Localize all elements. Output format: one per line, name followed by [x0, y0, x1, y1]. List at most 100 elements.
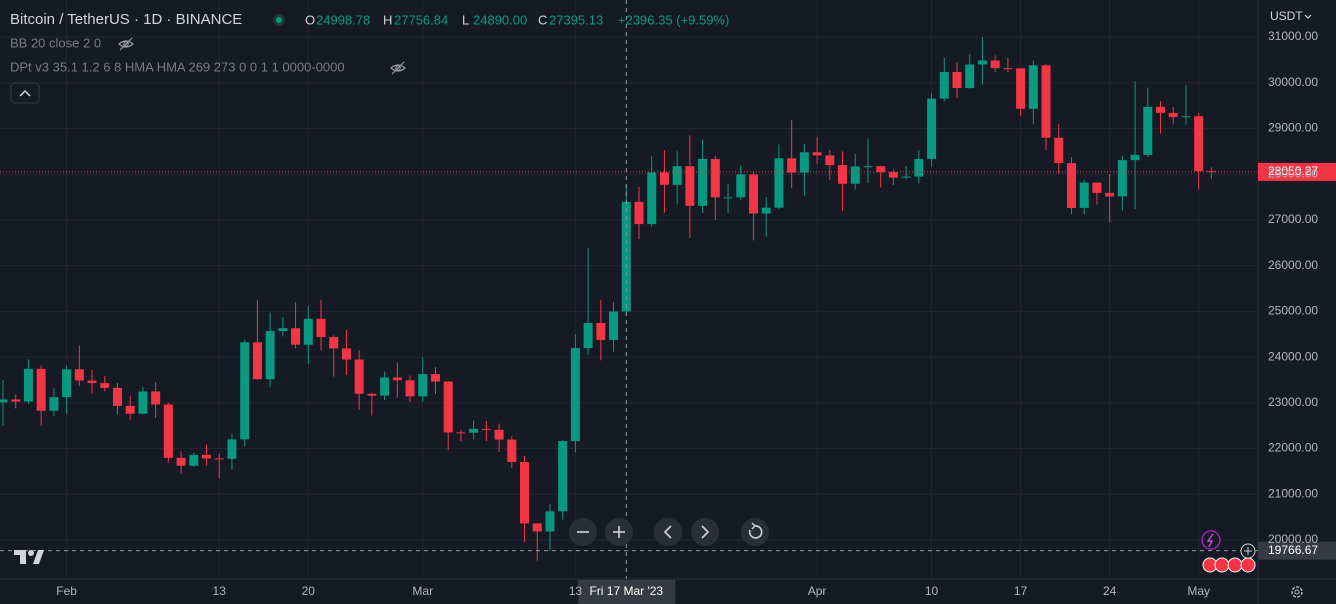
candle-body: [799, 152, 809, 173]
candle-body: [609, 311, 619, 340]
crosshair-price-tag: [1258, 541, 1336, 560]
x-tick-label: 13: [213, 584, 227, 598]
candle-body: [1105, 192, 1115, 197]
candle-body: [163, 404, 173, 458]
candle-body: [1016, 68, 1026, 109]
candle-body: [1181, 116, 1191, 118]
candle-body: [927, 98, 937, 159]
candle-body: [558, 441, 568, 512]
candle-body: [252, 342, 262, 380]
candle-body: [952, 71, 962, 89]
indicator-label: BB 20 close 2 0: [10, 35, 101, 50]
reset-button[interactable]: [741, 518, 769, 546]
candle-body: [710, 158, 720, 198]
x-tick-label: Feb: [56, 584, 77, 598]
candle-body: [456, 432, 466, 434]
hide-icon[interactable]: [118, 37, 134, 51]
collapse-button[interactable]: [10, 82, 40, 104]
y-tick-label: 22000.00: [1268, 441, 1318, 455]
legend-value: 27756.84: [394, 12, 448, 27]
candle-body: [977, 60, 987, 65]
candle-body: [62, 369, 72, 398]
candle-body: [418, 374, 428, 397]
candle-body: [481, 428, 491, 430]
candle-body: [1066, 163, 1076, 208]
candle-body: [965, 64, 975, 89]
candle-body: [405, 380, 415, 397]
logo[interactable]: [14, 550, 44, 564]
candle-body: [863, 166, 873, 168]
candle-body: [189, 454, 199, 466]
zoom-in-button[interactable]: [605, 518, 633, 546]
x-tick-label: Apr: [808, 584, 827, 598]
candle-body: [545, 511, 555, 532]
y-tick-label: 28000.00: [1268, 166, 1318, 180]
candle-body: [520, 462, 530, 524]
x-tick-label: May: [1187, 584, 1210, 598]
y-tick-label: 21000.00: [1268, 486, 1318, 500]
y-tick-label: 25000.00: [1268, 304, 1318, 318]
ohlc-legend: O 24998.78 H 27756.84 L 24890.00 C 27395.13: [305, 12, 603, 27]
candle-body: [532, 523, 542, 532]
y-tick-label: 24000.00: [1268, 349, 1318, 363]
x-tick-label: 24: [1103, 584, 1117, 598]
candle-body: [647, 172, 657, 225]
candle-body: [901, 176, 911, 178]
candle-body: [176, 457, 186, 466]
candle-body: [1156, 106, 1166, 113]
add-alert-button[interactable]: [1240, 543, 1256, 559]
scroll-right-button[interactable]: [691, 518, 719, 546]
settings-button[interactable]: [1291, 586, 1303, 598]
candle-body: [1028, 65, 1038, 109]
candle-body: [1079, 182, 1089, 208]
candles: [0, 36, 1216, 561]
candle-body: [443, 381, 453, 433]
candle-body: [1130, 154, 1140, 161]
candle-body: [570, 348, 580, 442]
candle-body: [316, 318, 326, 338]
hide-icon[interactable]: [390, 61, 406, 75]
crosshair-date-tag: [578, 580, 676, 604]
candle-body: [659, 172, 669, 185]
candle-body: [100, 383, 110, 388]
crosshair-price-label: 19766.67: [1268, 543, 1318, 557]
legend-value: 24890.00: [473, 12, 527, 27]
currency-selector[interactable]: USDT: [1270, 9, 1312, 23]
legend-value: 27395.13: [549, 12, 603, 27]
candle-body: [774, 158, 784, 208]
legend-key: L: [462, 12, 469, 27]
candle-body: [1041, 65, 1051, 138]
candle-body: [1054, 137, 1064, 164]
scroll-left-button[interactable]: [654, 518, 682, 546]
candle-body: [227, 439, 237, 459]
zoom-out-button[interactable]: [569, 518, 597, 546]
candle-body: [736, 174, 746, 198]
candle-body: [914, 158, 924, 177]
candle-body: [341, 348, 351, 360]
candle-body: [787, 158, 797, 173]
candle-body: [494, 429, 504, 440]
candle-body: [240, 342, 250, 440]
candle-body: [1168, 112, 1178, 118]
candle-body: [850, 166, 860, 184]
candle-body: [11, 399, 21, 402]
candle-body: [87, 380, 97, 384]
y-tick-label: 27000.00: [1268, 212, 1318, 226]
candle-body: [49, 397, 59, 411]
candle-body: [469, 428, 479, 433]
change: +2396.35 (+9.59%): [618, 12, 729, 27]
candle-body: [265, 331, 275, 380]
candle-body: [392, 377, 402, 381]
x-tick-label: 20: [302, 584, 316, 598]
legend-key: H: [383, 12, 392, 27]
candle-body: [430, 374, 440, 382]
y-tick-label: 30000.00: [1268, 75, 1318, 89]
candle-body: [1143, 106, 1153, 155]
candle-body: [685, 166, 695, 206]
candle-body: [939, 71, 949, 99]
candle-body: [825, 155, 835, 166]
candle-body: [125, 405, 135, 414]
event-icon[interactable]: [1201, 530, 1221, 550]
candle-body: [812, 152, 822, 156]
